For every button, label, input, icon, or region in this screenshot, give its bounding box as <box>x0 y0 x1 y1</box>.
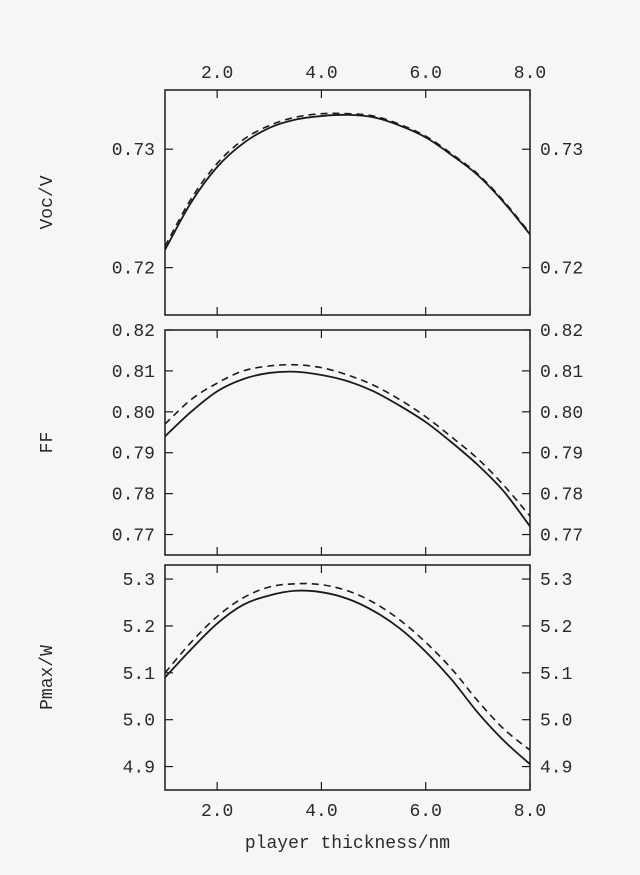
ytick-label-right: 0.73 <box>540 141 583 161</box>
ytick-label-right: 0.80 <box>540 404 583 424</box>
ytick-label-left: 0.81 <box>112 363 155 383</box>
ylabel-ff: FF <box>38 432 58 454</box>
xtick-label-top: 8.0 <box>514 64 546 84</box>
ytick-label-right: 5.1 <box>540 665 572 685</box>
ytick-label-left: 0.82 <box>112 322 155 342</box>
ytick-label-left: 5.0 <box>123 712 155 732</box>
xtick-label-top: 6.0 <box>410 64 442 84</box>
ytick-label-left: 4.9 <box>123 759 155 779</box>
ytick-label-right: 0.78 <box>540 486 583 506</box>
stacked-line-charts: 2.0 4.0 6.0 8.0 0.72 0.72 0.73 0.73 Voc/V 0.77 0.7… <box>0 0 640 875</box>
ytick-label-left: 0.80 <box>112 404 155 424</box>
ytick-label-right: 5.0 <box>540 712 572 732</box>
ytick-label-right: 5.2 <box>540 618 572 638</box>
xtick-label-top: 4.0 <box>305 64 337 84</box>
panel-ff-border <box>165 330 530 555</box>
xtick-label-bottom: 4.0 <box>305 802 337 822</box>
xlabel: player thickness/nm <box>245 834 450 854</box>
ytick-label-right: 0.72 <box>540 260 583 280</box>
series-voc-dashed <box>165 113 530 246</box>
ytick-label-right: 0.81 <box>540 363 583 383</box>
ylabel-voc: Voc/V <box>38 175 58 229</box>
series-ff-solid <box>165 372 530 527</box>
ytick-label-left: 0.73 <box>112 141 155 161</box>
xtick-label-bottom: 6.0 <box>410 802 442 822</box>
xtick-label-top: 2.0 <box>201 64 233 84</box>
series-pmax-dashed <box>165 584 530 751</box>
ytick-label-left: 0.79 <box>112 445 155 465</box>
series-voc-solid <box>165 115 530 250</box>
series-pmax-solid <box>165 591 530 765</box>
xtick-label-bottom: 2.0 <box>201 802 233 822</box>
figure-container: { "figure": { "width_px": 640, "height_p… <box>0 0 640 875</box>
ytick-label-right: 4.9 <box>540 759 572 779</box>
ytick-label-right: 5.3 <box>540 571 572 591</box>
xtick-label-bottom: 8.0 <box>514 802 546 822</box>
ytick-label-left: 0.72 <box>112 260 155 280</box>
ytick-label-left: 0.77 <box>112 527 155 547</box>
panel-voc-border <box>165 90 530 315</box>
ytick-label-left: 5.1 <box>123 665 155 685</box>
ytick-label-right: 0.77 <box>540 527 583 547</box>
ytick-label-right: 0.79 <box>540 445 583 465</box>
ytick-label-right: 0.82 <box>540 322 583 342</box>
ytick-label-left: 5.3 <box>123 571 155 591</box>
ytick-label-left: 5.2 <box>123 618 155 638</box>
ylabel-pmax: Pmax/W <box>38 645 58 710</box>
ytick-label-left: 0.78 <box>112 486 155 506</box>
series-ff-dashed <box>165 365 530 516</box>
